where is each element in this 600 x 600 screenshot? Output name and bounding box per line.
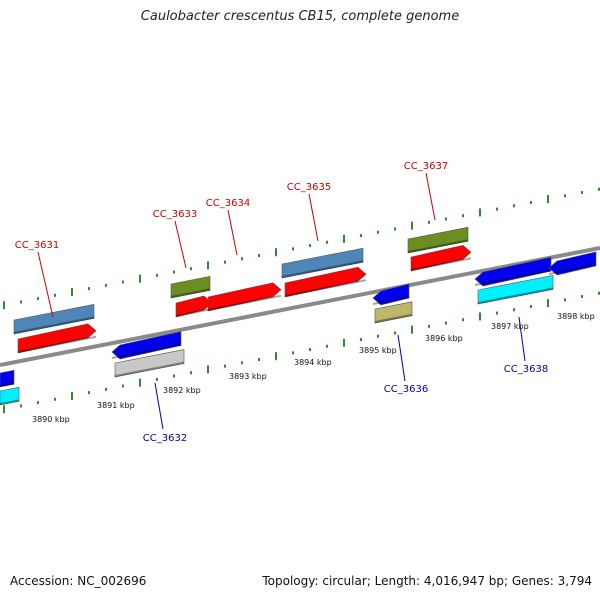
label-cc_3637[interactable]: CC_3637 — [404, 161, 448, 172]
label-leaders — [37, 172, 526, 430]
accession-text: Accession: NC_002696 — [10, 574, 147, 588]
gene-cc-3631-feature[interactable] — [13, 304, 95, 335]
cds-cc-3636-feature[interactable] — [372, 283, 410, 306]
tick-ring-inner — [3, 291, 600, 414]
leader-cc_3631 — [37, 251, 54, 318]
kbp-labels: 3890 kbp 3891 kbp 3892 kbp 3893 kbp 3894 kbp… — [32, 312, 595, 424]
leader-cc_3638 — [518, 316, 526, 362]
gene-cc-3636-feature-shade — [374, 313, 413, 323]
gene-cc-3633-feature-shade — [170, 288, 211, 298]
kbp-label: 3891 kbp — [97, 401, 135, 410]
kbp-label: 3896 kbp — [425, 334, 463, 343]
label-cc_3638[interactable]: CC_3638 — [504, 364, 548, 375]
kbp-label: 3895 kbp — [359, 346, 397, 355]
cds-cc-3633-feature-shade — [175, 307, 213, 317]
cds-cc-3639-feature-shade — [548, 263, 597, 275]
tick-ring-outer — [3, 187, 600, 310]
gene-cc-3636-feature[interactable] — [374, 301, 413, 324]
gene-left-edge-feature[interactable] — [0, 369, 15, 388]
cds-cc-3635-feature[interactable] — [284, 266, 367, 298]
gene-left-edge-2-feature[interactable] — [0, 386, 20, 406]
gene-cc-3637-feature[interactable] — [407, 226, 469, 254]
cds-cc-3631-feature-shade — [17, 335, 97, 353]
label-cc_3631[interactable]: CC_3631 — [15, 240, 59, 251]
cds-cc-3638-feature-shade — [474, 269, 552, 286]
cds-cc-3634-feature-shade — [207, 294, 282, 311]
cds-cc-3632-feature[interactable] — [111, 331, 182, 360]
gene-left-edge-2-feature-shade — [0, 399, 20, 405]
cds-cc-3637-feature[interactable] — [410, 244, 472, 272]
leader-cc_3634 — [227, 209, 238, 256]
gene-cc-3638-feature[interactable] — [477, 275, 554, 305]
kbp-label: 3894 kbp — [294, 358, 332, 367]
leader-cc_3637 — [425, 172, 436, 221]
gene-cc-3635-feature-shade — [281, 260, 364, 278]
label-cc_3636[interactable]: CC_3636 — [384, 384, 428, 395]
leader-cc_3632 — [154, 382, 164, 430]
label-cc_3634[interactable]: CC_3634 — [206, 198, 250, 209]
feature-track — [0, 226, 597, 406]
gene-cc-3638-feature-shade — [477, 287, 554, 304]
cds-cc-3635-feature-shade — [284, 279, 367, 297]
cds-cc-3639-feature[interactable] — [548, 251, 597, 276]
cds-cc-3633-feature[interactable] — [175, 295, 213, 318]
gene-cc-3632-feature[interactable] — [114, 349, 185, 378]
cds-cc-3631-feature[interactable] — [17, 323, 97, 354]
kbp-label: 3893 kbp — [229, 372, 267, 381]
gene-labels: CC_3631 CC_3633 CC_3634 CC_3635 CC_3637 CC_36… — [15, 161, 548, 444]
genome-summary-text: Topology: circular; Length: 4,016,947 bp… — [262, 574, 592, 588]
kbp-label: 3898 kbp — [557, 312, 595, 321]
kbp-label: 3890 kbp — [32, 415, 70, 424]
cds-cc-3637-feature-shade — [410, 257, 472, 271]
gene-cc-3637-feature-shade — [407, 239, 469, 253]
map-title: Caulobacter crescentus CB15, complete ge… — [140, 9, 460, 24]
cds-cc-3634-feature[interactable] — [207, 282, 282, 312]
cds-cc-3636-feature-shade — [372, 295, 410, 305]
cds-cc-3638-feature[interactable] — [474, 256, 552, 287]
leader-cc_3635 — [308, 193, 319, 242]
label-cc_3635[interactable]: CC_3635 — [287, 182, 331, 193]
gene-left-edge-feature-shade — [0, 382, 15, 387]
cds-cc-3632-feature-shade — [111, 343, 182, 359]
gene-cc-3631-feature-shade — [13, 316, 95, 334]
kbp-label: 3897 kbp — [491, 322, 529, 331]
label-cc_3632[interactable]: CC_3632 — [143, 433, 187, 444]
label-cc_3633[interactable]: CC_3633 — [153, 209, 197, 220]
kbp-label: 3892 kbp — [163, 386, 201, 395]
gene-cc-3635-feature[interactable] — [281, 247, 364, 279]
leader-cc_3636 — [397, 334, 406, 382]
genome-backbone — [0, 246, 600, 367]
leader-cc_3633 — [174, 220, 187, 269]
gene-cc-3633-feature[interactable] — [170, 276, 211, 299]
gene-cc-3632-feature-shade — [114, 361, 185, 377]
